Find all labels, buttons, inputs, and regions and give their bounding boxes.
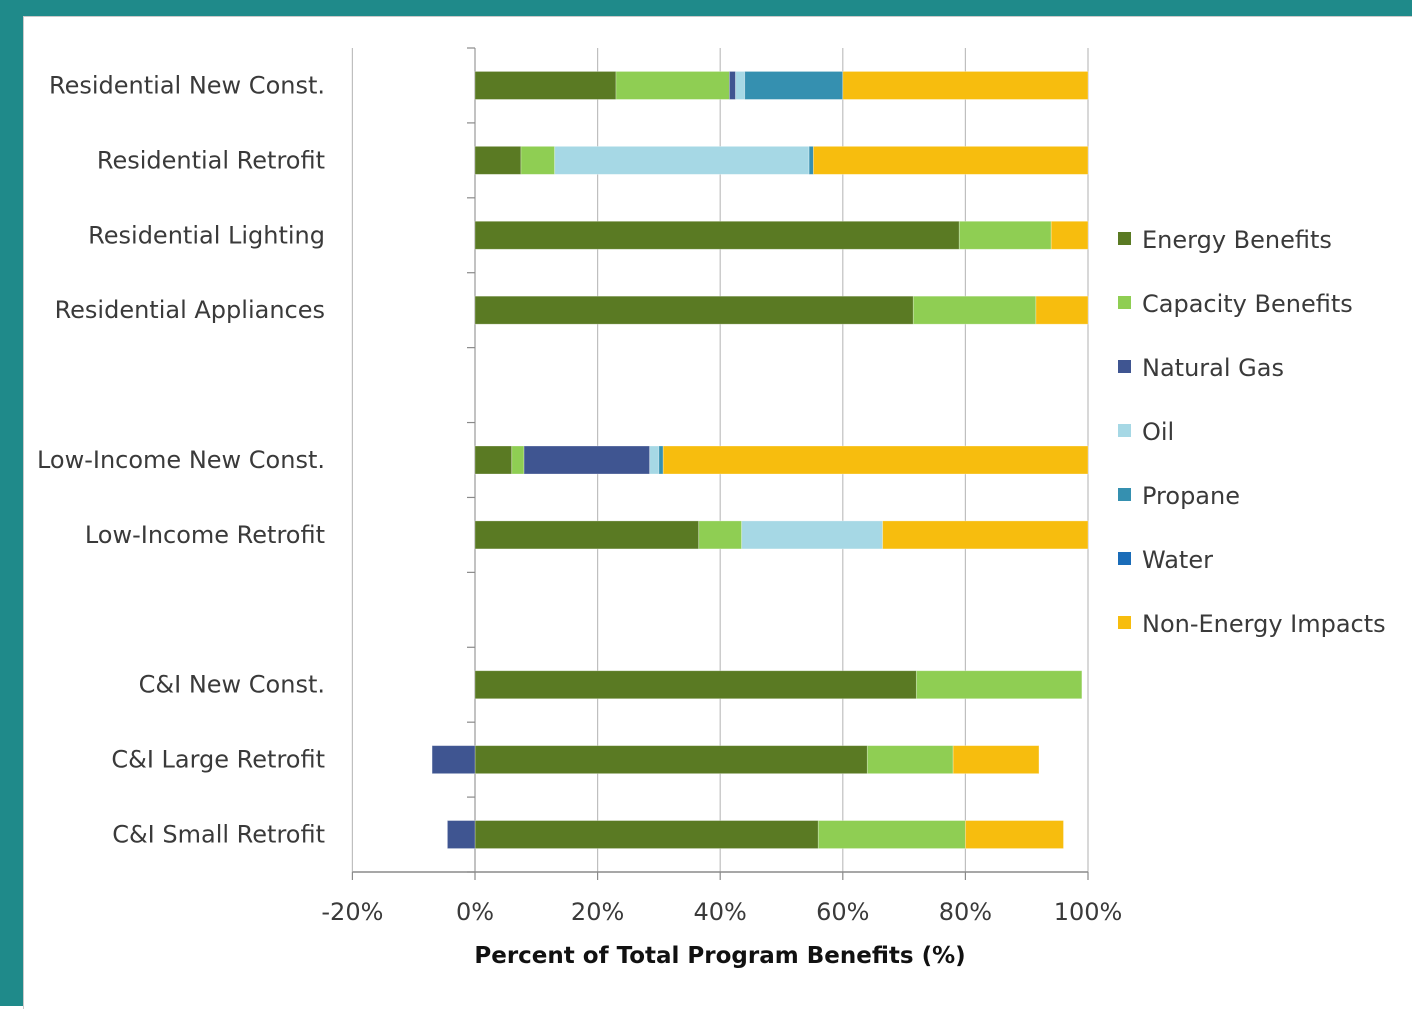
x-tick-label: 20% [571,898,624,926]
legend-swatch [1118,488,1131,501]
category-label: Low-Income Retrofit [85,521,325,549]
x-tick-label: 60% [816,898,869,926]
bar-segment-capacity-benefits [511,445,525,475]
bar-segment-energy-benefits [474,145,522,175]
category-label: C&I Large Retrofit [111,746,325,774]
bar-segment-non-energy-impacts [662,445,1089,475]
bar-segment-non-energy-impacts [882,520,1089,550]
bar-segment-propane [658,445,664,475]
bar-segment-energy-benefits [474,745,868,775]
bar-segment-propane [808,145,814,175]
category-label: Residential New Const. [49,71,325,99]
category-label: Residential Lighting [88,221,325,249]
category-label: Low-Income New Const. [37,446,325,474]
bar-segment-non-energy-impacts [965,820,1064,849]
x-tick-label: 40% [694,898,747,926]
bar-segment-energy-benefits [474,220,960,250]
bar-segment-capacity-benefits [520,145,556,175]
x-tick-label: 80% [939,898,992,926]
legend-label: Natural Gas [1142,354,1284,382]
bar-segment-capacity-benefits [698,520,743,550]
bar-segment-non-energy-impacts [812,145,1089,175]
bar-segment-energy-benefits [474,820,819,849]
x-tick-label: 0% [456,898,494,926]
bar-segment-capacity-benefits [615,71,730,100]
legend-label: Propane [1142,482,1240,510]
bar-segment-energy-benefits [474,71,617,100]
legend-label: Energy Benefits [1142,226,1332,254]
legend-swatch [1118,296,1131,309]
legend-label: Oil [1142,418,1174,446]
bar-segment-non-energy-impacts [952,745,1040,775]
bar-segment-energy-benefits [474,670,917,700]
x-tick-label: -20% [321,898,383,926]
bar-segment-non-energy-impacts [842,71,1089,100]
legend-swatch [1118,232,1131,245]
x-tick-label: 100% [1054,898,1123,926]
bar-segment-energy-benefits [474,445,513,475]
legend-label: Non-Energy Impacts [1142,610,1386,638]
category-label: C&I New Const. [139,671,325,699]
axes [351,47,1089,880]
bar-segment-propane [744,71,844,100]
category-labels: Residential New Const. Residential Retrof… [37,71,325,848]
bar-segment-capacity-benefits [915,670,1083,700]
category-label: C&I Small Retrofit [112,821,325,849]
bar-segment-capacity-benefits [817,820,966,849]
bar-segment-capacity-benefits [912,295,1037,325]
bar-segment-natural-gas [447,820,476,849]
bar-segment-capacity-benefits [866,745,954,775]
bar-segment-energy-benefits [474,295,914,325]
bar-segment-capacity-benefits [958,220,1052,250]
legend-swatch [1118,552,1131,565]
bar-segment-energy-benefits [474,520,700,550]
category-label: Residential Retrofit [97,146,325,174]
bar-segment-natural-gas [728,71,736,100]
legend-label: Water [1142,546,1213,574]
legend: Energy Benefits Capacity Benefits Natural … [1118,226,1386,638]
tick-labels: -20% 0% 20% 40% 60% 80% 100% [321,898,1122,926]
bar-segment-oil [735,71,746,100]
bars [431,71,1089,849]
bar-segment-natural-gas [431,745,476,775]
bar-segment-non-energy-impacts [1035,295,1089,325]
bar-segment-oil [649,445,660,475]
bar-segment-natural-gas [523,445,651,475]
legend-swatch [1118,360,1131,373]
bar-segment-oil [554,145,810,175]
legend-label: Capacity Benefits [1142,290,1353,318]
category-label: Residential Appliances [55,296,325,324]
bar-segment-oil [741,520,884,550]
legend-swatch [1118,616,1131,629]
bar-segment-non-energy-impacts [1050,220,1089,250]
legend-swatch [1118,424,1131,437]
x-axis-title: Percent of Total Program Benefits (%) [474,943,965,969]
